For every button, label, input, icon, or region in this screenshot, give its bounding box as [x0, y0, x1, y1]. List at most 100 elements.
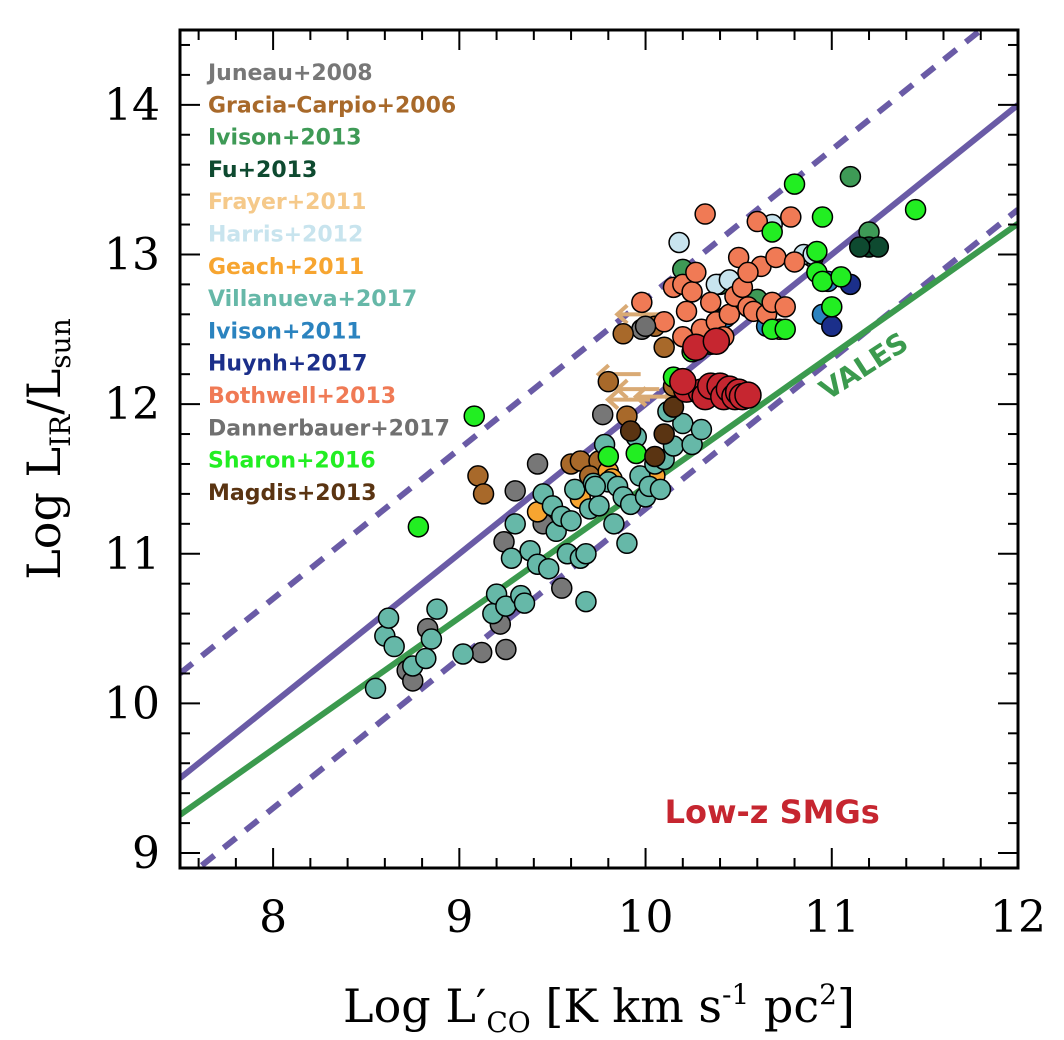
legend: Juneau+2008 Gracia-Carpio+2006 Ivison+2013… — [206, 61, 456, 506]
point-low-z-smgs — [669, 367, 697, 396]
point-bothwell-2013 — [765, 246, 787, 269]
point-fu-2013 — [848, 236, 871, 258]
point-villanueva-2017 — [560, 510, 582, 532]
point-gracia-carpio-2006 — [612, 323, 634, 345]
x-axis-title-sub: CO — [486, 1006, 530, 1039]
point-ivison-2013 — [839, 165, 862, 188]
point-juneau-2008 — [495, 638, 517, 661]
point-bothwell-2013 — [718, 303, 741, 326]
point-villanueva-2017 — [575, 590, 597, 613]
point-villanueva-2017 — [649, 478, 672, 501]
point-gracia-carpio-2006 — [653, 336, 675, 358]
y-tick-label: 12 — [104, 379, 160, 430]
point-sharon-2016 — [904, 198, 927, 221]
point-sharon-2016 — [783, 173, 806, 195]
point-villanueva-2017 — [537, 557, 560, 580]
legend-harris-2012: Harris+2012 — [208, 223, 363, 248]
point-harris-2012 — [668, 231, 690, 254]
point-bothwell-2013 — [780, 206, 802, 228]
legend-huynh-2017: Huynh+2017 — [208, 352, 367, 377]
point-fu-2013 — [867, 236, 890, 258]
point-villanueva-2017 — [575, 543, 597, 565]
x-tick-label: 12 — [990, 892, 1046, 943]
legend-juneau-2008: Juneau+2008 — [206, 61, 373, 86]
annotation-low-z-smgs: Low-z SMGs — [665, 793, 880, 831]
point-sharon-2016 — [811, 270, 834, 293]
legend-sharon-2016: Sharon+2016 — [208, 449, 376, 474]
point-villanueva-2017 — [588, 495, 610, 517]
point-magdis-2013 — [619, 420, 642, 442]
point-villanueva-2017 — [690, 418, 713, 441]
point-bothwell-2013 — [685, 261, 707, 284]
y-tick-label: 11 — [104, 529, 160, 580]
point-juneau-2008 — [470, 641, 493, 664]
point-bothwell-2013 — [653, 311, 675, 333]
point-sharon-2016 — [806, 240, 828, 263]
line-fit-upper — [180, 30, 986, 676]
x-axis-title-sup2: 2 — [819, 978, 837, 1011]
y-axis-title-mid: /L — [17, 369, 71, 415]
y-tick-label: 10 — [104, 678, 160, 729]
line-fit-lower — [193, 207, 1018, 868]
line-vales — [180, 221, 1018, 818]
upper-limit-arrow — [604, 389, 650, 411]
y-axis-title-sub1: IR — [44, 414, 77, 447]
point-bothwell-2013 — [699, 291, 722, 314]
point-villanueva-2017 — [513, 592, 536, 614]
tick-labels: 8 9 10 11 12 9 10 11 12 13 14 — [104, 80, 1046, 943]
x-axis-title-unit-b: pc — [749, 979, 819, 1033]
x-axis-title: Log L′CO [K km s-1 pc2] — [343, 978, 855, 1039]
x-tick-label: 11 — [804, 892, 860, 943]
x-axis-title-unit-c: ] — [837, 979, 855, 1033]
point-villanueva-2017 — [383, 635, 405, 658]
point-bothwell-2013 — [694, 203, 716, 225]
point-dannerbauer-2017 — [634, 315, 657, 338]
legend-fu-2013: Fu+2013 — [208, 158, 317, 183]
y-tick-label: 13 — [104, 229, 160, 280]
point-gracia-carpio-2006 — [597, 370, 620, 393]
point-bothwell-2013 — [774, 296, 796, 318]
point-villanueva-2017 — [504, 513, 526, 535]
point-villanueva-2017 — [420, 628, 443, 650]
point-juneau-2008 — [526, 453, 549, 475]
legend-frayer-2011: Frayer+2011 — [208, 190, 366, 215]
point-villanueva-2017 — [500, 547, 523, 569]
legend-magdis-2013: Magdis+2013 — [208, 481, 377, 506]
data-points — [364, 165, 927, 700]
x-tick-label: 8 — [259, 892, 287, 943]
point-villanueva-2017 — [377, 607, 400, 629]
point-sharon-2016 — [463, 405, 485, 427]
y-axis-title: Log LIR/Lsun — [17, 318, 77, 580]
plot-frame — [178, 28, 1020, 870]
point-huynh-2017 — [821, 315, 843, 338]
x-tick-label: 10 — [618, 892, 674, 943]
point-gracia-carpio-2006 — [467, 465, 489, 487]
point-low-z-smgs — [734, 381, 762, 409]
point-bothwell-2013 — [675, 300, 698, 323]
point-sharon-2016 — [597, 445, 620, 468]
point-villanueva-2017 — [426, 598, 448, 620]
point-villanueva-2017 — [364, 677, 387, 700]
point-villanueva-2017 — [452, 643, 474, 665]
legend-dannerbauer-2017: Dannerbauer+2017 — [208, 416, 450, 441]
legend-ivison-2011: Ivison+2011 — [208, 319, 362, 344]
y-tick-label: 14 — [104, 80, 160, 131]
point-juneau-2008 — [504, 480, 526, 502]
point-villanueva-2017 — [564, 478, 586, 501]
annotation-vales: VALES — [814, 326, 915, 407]
point-bothwell-2013 — [737, 261, 759, 284]
x-tick-label: 9 — [445, 892, 473, 943]
point-bothwell-2013 — [783, 251, 806, 273]
y-tick-label: 9 — [132, 828, 160, 879]
point-sharon-2016 — [774, 318, 796, 341]
x-axis-title-sup1: -1 — [722, 978, 749, 1011]
point-sharon-2016 — [811, 206, 834, 228]
legend-geach-2011: Geach+2011 — [208, 255, 364, 280]
point-sharon-2016 — [407, 516, 430, 538]
legend-ivison-2013: Ivison+2013 — [208, 126, 362, 151]
x-axis-title-prefix: Log L′ — [343, 979, 486, 1033]
point-sharon-2016 — [821, 296, 843, 318]
point-villanueva-2017 — [616, 532, 638, 555]
point-juneau-2008 — [591, 403, 614, 426]
